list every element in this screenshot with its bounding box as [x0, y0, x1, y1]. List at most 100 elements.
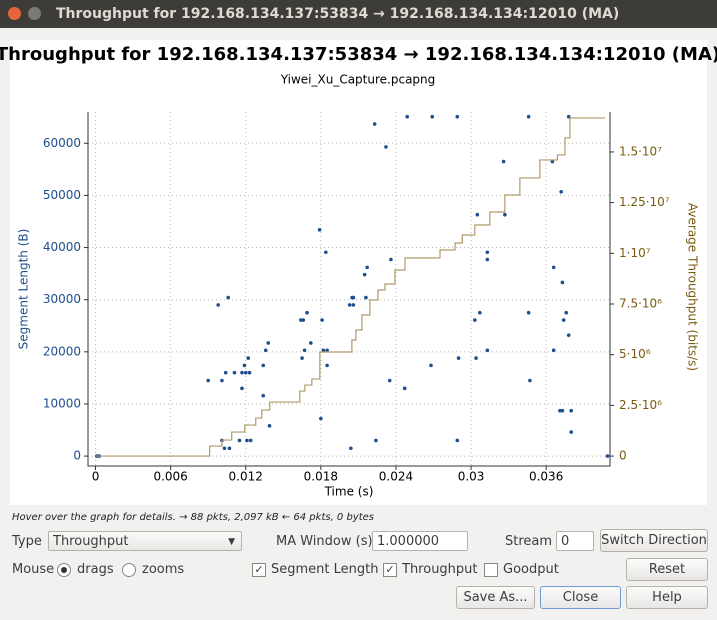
point	[528, 378, 532, 383]
point	[267, 424, 272, 428]
y-label: Segment Length (B)	[17, 229, 31, 350]
x-tick-label: 0.024	[379, 470, 413, 484]
point	[325, 348, 329, 353]
chart-title: Throughput for 192.168.134.137:53834 → 1…	[0, 44, 717, 65]
point	[485, 257, 490, 262]
point	[309, 341, 313, 345]
point	[320, 318, 324, 322]
point	[325, 363, 329, 368]
y2-tick-label: 5·10⁶	[619, 347, 651, 361]
y2-tick-label: 0	[619, 449, 627, 463]
ma-label: MA Window (s)	[276, 534, 373, 549]
x-tick-label: 0.036	[529, 470, 563, 484]
goodput-text: Goodput	[503, 562, 559, 577]
point	[558, 408, 562, 413]
throughput-text: Throughput	[402, 562, 478, 577]
y-tick-label: 50000	[43, 188, 81, 202]
close-dot[interactable]	[8, 7, 21, 20]
save-button[interactable]: Save As...	[456, 586, 535, 609]
drags-radio[interactable]	[57, 563, 71, 577]
chart-subtitle: Yiwei_Xu_Capture.pcapng	[280, 73, 436, 87]
point	[351, 295, 356, 300]
close-button[interactable]: Close	[540, 586, 621, 609]
point	[387, 378, 392, 383]
axes	[87, 112, 611, 467]
point	[503, 212, 507, 217]
point	[474, 356, 478, 360]
type-combo[interactable]: Throughput ▼	[48, 531, 242, 551]
window-title: Throughput for 192.168.134.137:53834 → 1…	[56, 6, 620, 22]
stream-spin[interactable]: 0	[556, 531, 594, 551]
zooms-text: zooms	[142, 562, 185, 577]
throughput-checkbox[interactable]: ✓	[383, 563, 397, 577]
point	[242, 363, 247, 368]
type-value: Throughput	[53, 534, 129, 549]
point	[237, 438, 242, 443]
point	[402, 386, 407, 391]
point	[347, 303, 352, 307]
reset-button[interactable]: Reset	[626, 558, 708, 581]
point	[569, 430, 573, 434]
point	[365, 265, 369, 270]
title-bar: Throughput for 192.168.134.137:53834 → 1…	[0, 0, 717, 28]
point	[551, 348, 556, 353]
point	[526, 310, 531, 315]
segment-checkbox[interactable]: ✓	[252, 563, 266, 577]
point	[384, 145, 388, 149]
point	[263, 348, 268, 353]
point	[300, 356, 304, 360]
arrow: ▼	[228, 537, 235, 547]
x-tick-label: 0.006	[153, 470, 187, 484]
point	[559, 189, 563, 194]
point	[243, 370, 248, 375]
y2-tick-label: 7.5·10⁶	[619, 297, 662, 311]
ma-value: 1.000000	[377, 534, 440, 549]
point	[372, 122, 377, 126]
point	[227, 446, 232, 451]
point	[248, 438, 253, 443]
y-tick-label: 30000	[43, 292, 81, 306]
switch-button[interactable]: Switch Direction	[600, 529, 708, 552]
point	[566, 333, 571, 337]
point	[526, 114, 531, 119]
point	[206, 378, 210, 383]
point	[351, 303, 356, 307]
point	[240, 386, 244, 391]
point	[560, 280, 565, 285]
x-tick-label: 0	[92, 470, 100, 484]
segment-text: Segment Length	[271, 562, 379, 577]
point	[550, 159, 555, 164]
point	[245, 438, 249, 443]
point	[364, 295, 368, 300]
help-button[interactable]: Help	[626, 586, 708, 609]
min-dot[interactable]	[28, 7, 41, 20]
point	[485, 348, 490, 353]
goodput-checkbox[interactable]	[484, 563, 498, 577]
point	[455, 114, 460, 119]
point	[405, 114, 410, 119]
point	[216, 303, 220, 307]
x-tick-label: 0.012	[229, 470, 263, 484]
point	[389, 257, 393, 262]
point	[551, 265, 556, 270]
point	[478, 310, 482, 315]
point	[429, 363, 433, 368]
point	[226, 295, 231, 300]
stream-label: Stream	[505, 534, 553, 549]
point	[261, 393, 266, 398]
point	[564, 310, 568, 315]
point	[455, 438, 460, 443]
x-tick-label: 0.018	[304, 470, 338, 484]
point	[319, 416, 323, 421]
point	[299, 318, 303, 322]
type-label: Type	[12, 534, 42, 549]
point	[501, 159, 506, 164]
point	[569, 408, 573, 413]
y-tick-label: 0	[73, 449, 81, 463]
hint: Hover over the graph for details. → 88 p…	[12, 512, 375, 523]
ma-spin[interactable]: 1.000000	[372, 531, 468, 551]
zooms-radio[interactable]	[122, 563, 136, 577]
point	[321, 348, 326, 353]
